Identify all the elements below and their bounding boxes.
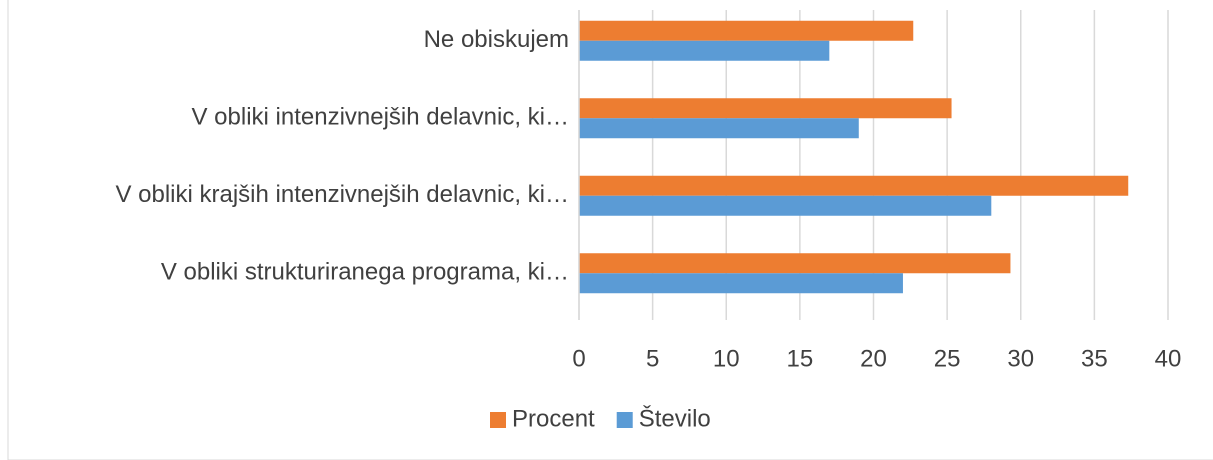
y-tick-label: Ne obiskujem — [424, 26, 569, 53]
bar — [579, 175, 1129, 196]
x-tick-label: 15 — [787, 345, 814, 372]
bar — [579, 118, 859, 139]
x-tick-label: 0 — [572, 345, 585, 372]
y-tick-label: V obliki strukturiranega programa, ki… — [161, 259, 569, 286]
x-tick-label: 20 — [860, 345, 887, 372]
x-tick-label: 10 — [713, 345, 740, 372]
chart-frame — [7, 0, 1213, 460]
y-tick-label: V obliki krajših intenzivnejših delavnic… — [115, 181, 569, 208]
bar — [579, 98, 952, 119]
legend-swatch — [616, 412, 633, 428]
legend-label: Procent — [512, 405, 595, 432]
bar — [579, 40, 830, 61]
legend-label: Število — [639, 404, 711, 432]
bar — [579, 273, 903, 294]
x-tick-label: 5 — [646, 345, 659, 372]
y-tick-label: V obliki intenzivnejših delavnic, ki… — [191, 104, 569, 131]
x-tick-label: 25 — [934, 345, 961, 372]
bar — [579, 20, 914, 41]
legend-swatch — [490, 412, 506, 428]
bar — [579, 195, 992, 216]
bar — [579, 253, 1011, 274]
x-tick-label: 35 — [1081, 345, 1108, 372]
x-tick-label: 40 — [1155, 345, 1182, 372]
x-tick-label: 30 — [1007, 345, 1034, 372]
